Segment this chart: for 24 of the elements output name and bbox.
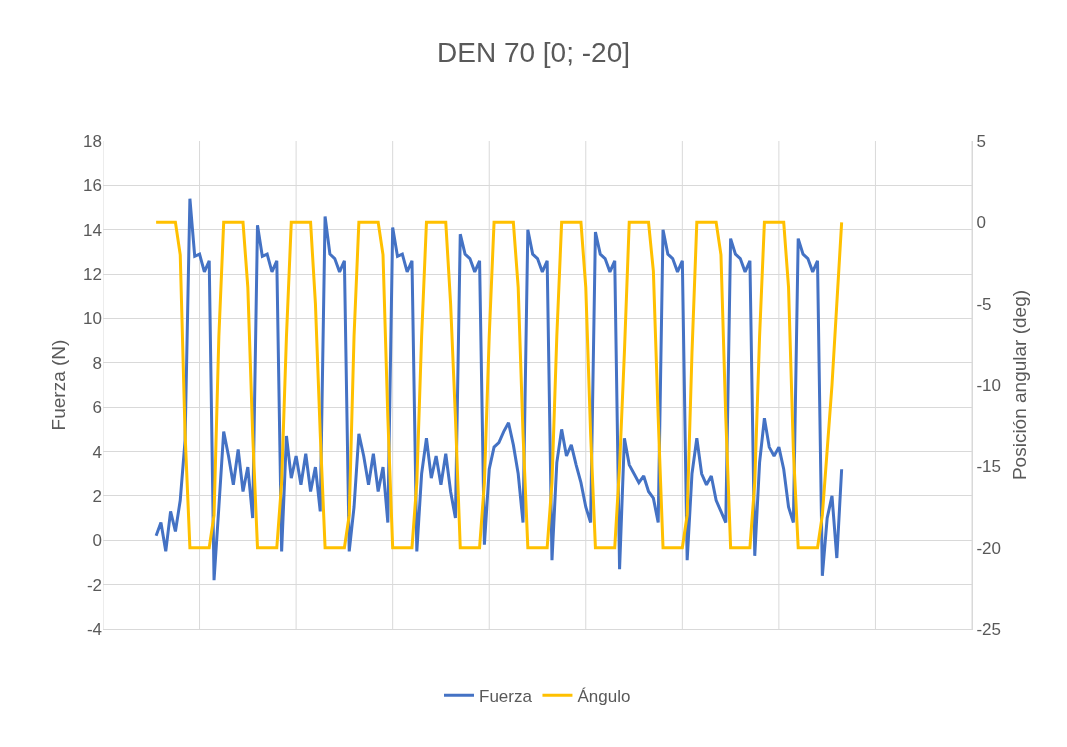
y2-tick-label: -15 bbox=[976, 457, 1001, 477]
legend-label: Fuerza bbox=[479, 686, 533, 706]
chart-title: DEN 70 [0; -20] bbox=[437, 37, 630, 69]
y-tick-label: 2 bbox=[92, 486, 102, 506]
y-tick-label: 4 bbox=[92, 442, 102, 462]
y-tick-label: 16 bbox=[83, 176, 102, 196]
y2-tick-label: 5 bbox=[976, 131, 986, 151]
y-tick-label: 14 bbox=[83, 220, 102, 240]
y-tick-label: 18 bbox=[83, 131, 102, 151]
y2-tick-label: 0 bbox=[976, 213, 986, 233]
y-tick-label: -2 bbox=[86, 575, 102, 595]
y-tick-label: 6 bbox=[92, 398, 102, 418]
y-tick-label: 8 bbox=[92, 353, 102, 373]
y2-tick-label: -25 bbox=[976, 619, 1001, 639]
y2-tick-label: -20 bbox=[976, 538, 1001, 558]
y-axis-title: Fuerza (N) bbox=[47, 339, 69, 431]
y-tick-label: 12 bbox=[83, 265, 102, 285]
y-tick-label: -4 bbox=[86, 619, 102, 639]
y2-tick-label: -5 bbox=[976, 294, 992, 314]
y-tick-label: 10 bbox=[83, 309, 102, 329]
y2-axis-title: Posición angular (deg) bbox=[1008, 289, 1030, 481]
legend-label: Ángulo bbox=[577, 686, 631, 706]
y2-tick-label: -10 bbox=[976, 375, 1001, 395]
y-tick-label: 0 bbox=[92, 531, 102, 551]
